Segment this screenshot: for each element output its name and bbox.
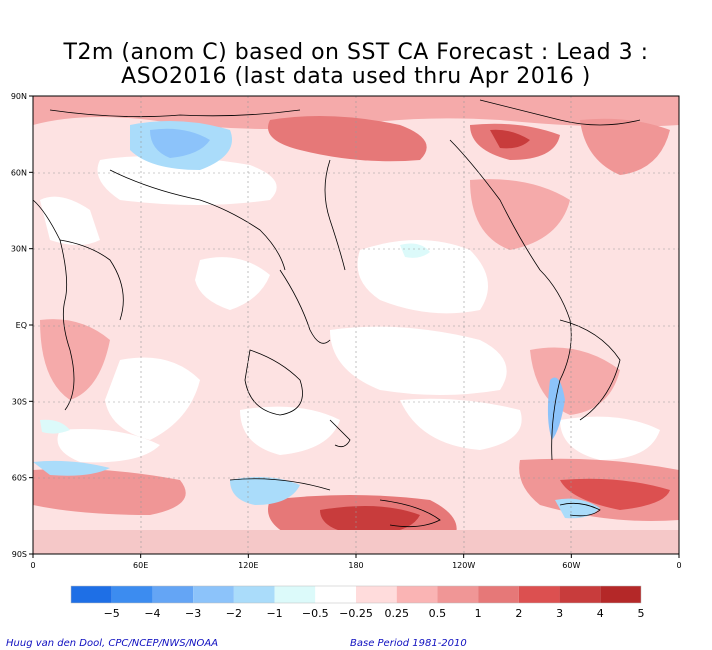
colorbar-label: −0.25 (339, 607, 373, 620)
lon-label: 60E (133, 561, 148, 570)
colorbar-label: 3 (556, 607, 563, 620)
map-title-line-1: T2m (anom C) based on SST CA Forecast : … (63, 40, 649, 65)
colorbar-swatch (71, 586, 112, 603)
colorbar-swatch (193, 586, 234, 603)
lon-label: 120E (238, 561, 258, 570)
colorbar-label: 5 (638, 607, 645, 620)
colorbar-label: 4 (597, 607, 604, 620)
colorbar-swatch (356, 586, 397, 603)
colorbar-label: −1 (266, 607, 282, 620)
colorbar-swatch (600, 586, 641, 603)
lon-label: 0 (676, 561, 681, 570)
colorbar-label: −3 (185, 607, 201, 620)
colorbar-swatch (518, 586, 560, 603)
colorbar-swatch (396, 586, 438, 603)
lat-label: 30N (11, 245, 27, 254)
colorbar-swatch (559, 586, 601, 603)
colorbar-swatch (478, 586, 519, 603)
colorbar-label: −2 (226, 607, 242, 620)
colorbar-label: −0.5 (302, 607, 329, 620)
base-period-note: Base Period 1981-2010 (350, 638, 467, 649)
colorbar-swatch (437, 586, 479, 603)
map-field (33, 96, 679, 554)
colorbar-label: −4 (144, 607, 160, 620)
lon-label: 180 (348, 561, 363, 570)
lat-label: 90N (11, 92, 27, 101)
colorbar-label: 1 (475, 607, 482, 620)
lon-label: 120W (452, 561, 475, 570)
lon-label: 60W (562, 561, 580, 570)
lat-label: 60S (12, 474, 27, 483)
colorbar: −5 −4 −3 −2 −1 −0.5 −0.25 0.25 0.5 1 2 3 4 5 (70, 585, 645, 620)
latitude-axis: 90N 60N 30N EQ 30S 60S 90S (11, 92, 33, 559)
author-credit: Huug van den Dool, CPC/NCEP/NWS/NOAA (6, 638, 219, 649)
colorbar-swatch (274, 586, 316, 603)
colorbar-label: 0.25 (384, 607, 409, 620)
colorbar-label: 2 (515, 607, 522, 620)
longitude-axis: 0 60E 120E 180 120W 60W 0 (30, 554, 682, 570)
colorbar-swatch (111, 586, 153, 603)
colorbar-swatch (315, 586, 356, 603)
colorbar-label: −5 (104, 607, 120, 620)
lat-label: 30S (12, 397, 27, 406)
map-title-line-2: ASO2016 (last data used thru Apr 2016 ) (121, 64, 591, 89)
colorbar-label: 0.5 (429, 607, 447, 620)
lat-label: 90S (12, 550, 27, 559)
colorbar-swatch (152, 586, 194, 603)
lat-label: EQ (16, 321, 27, 330)
lon-label: 0 (30, 561, 35, 570)
colorbar-swatch (233, 586, 275, 603)
lat-label: 60N (11, 168, 27, 177)
